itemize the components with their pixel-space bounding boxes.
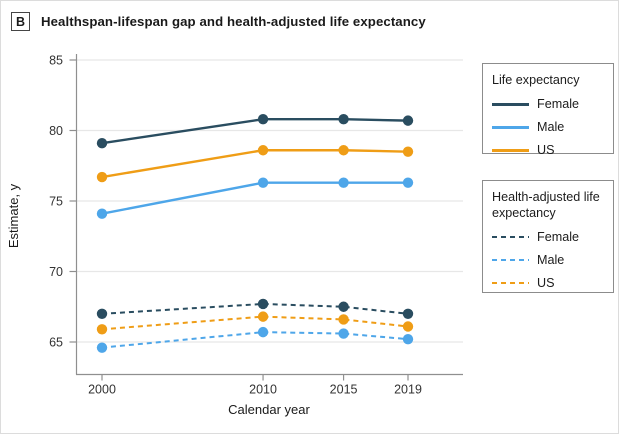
data-point-marker [96,171,108,183]
solid-line-swatch-male [492,125,529,129]
panel-label-badge: B [11,12,30,31]
data-point-marker [96,308,108,319]
data-point-marker [338,314,349,325]
y-axis-title: Estimate, y [6,183,21,248]
x-tick-label: 2015 [330,383,358,397]
data-point-marker [402,308,414,319]
dashed-line-swatch-us [492,281,529,285]
data-point-marker [402,321,414,332]
series-line [101,315,409,331]
series-line [101,302,409,315]
data-point-marker [96,324,108,335]
legend-health-adjusted-life-expectancy: Health-adjusted life expectancy Female M… [482,180,614,293]
solid-line-swatch-female [492,102,529,106]
y-tick-label: 75 [49,194,63,208]
data-point-marker [402,146,414,157]
legend-label: Male [537,120,565,135]
legend-life-expectancy: Life expectancy Female Male US [482,63,614,157]
figure-header: B Healthspan-lifespan gap and health-adj… [11,12,426,31]
legend-item-female: Female [492,230,604,244]
data-point-marker [338,114,349,125]
x-tick-label: 2010 [249,383,277,397]
data-point-marker [257,311,269,322]
series-line [101,149,409,179]
legend-title: Health-adjusted life expectancy [492,190,600,221]
data-point-marker [338,301,349,312]
series-line [101,118,409,145]
data-point-marker [257,145,269,156]
legend-label: Male [537,253,565,268]
legend-item-male: Male [492,253,604,267]
y-tick-label: 80 [49,124,63,138]
data-point-marker [257,298,269,310]
x-tick-label: 2019 [394,383,422,397]
data-point-marker [96,208,108,219]
y-tick-label: 65 [49,335,63,349]
x-axis-title: Calendar year [228,402,310,417]
y-tick-label: 70 [49,265,63,279]
legend-label: US [537,276,555,291]
legend-title: Life expectancy [492,73,580,87]
y-tick-label: 85 [49,53,63,67]
series-line [101,331,409,349]
legend-item-us: US [492,143,604,157]
data-point-marker [257,326,269,338]
legend-item-female: Female [492,97,604,111]
x-tick-label: 2000 [88,383,116,397]
legend-label: Female [537,97,579,112]
dashed-line-swatch-male [492,258,529,262]
data-point-marker [338,145,349,156]
legend-item-male: Male [492,120,604,134]
data-point-marker [402,333,414,345]
data-point-marker [402,177,414,188]
data-point-marker [402,115,414,126]
figure-title: Healthspan-lifespan gap and health-adjus… [41,14,426,29]
legend-label: Female [537,230,579,245]
data-point-marker [257,177,269,188]
solid-line-swatch-us [492,148,529,152]
legend-label: US [537,143,555,158]
legend-item-us: US [492,276,604,290]
dashed-line-swatch-female [492,235,529,239]
data-point-marker [96,342,108,353]
data-point-marker [338,328,349,339]
data-point-marker [96,137,108,149]
data-point-marker [257,114,269,125]
data-point-marker [338,177,349,188]
series-line [101,181,408,215]
